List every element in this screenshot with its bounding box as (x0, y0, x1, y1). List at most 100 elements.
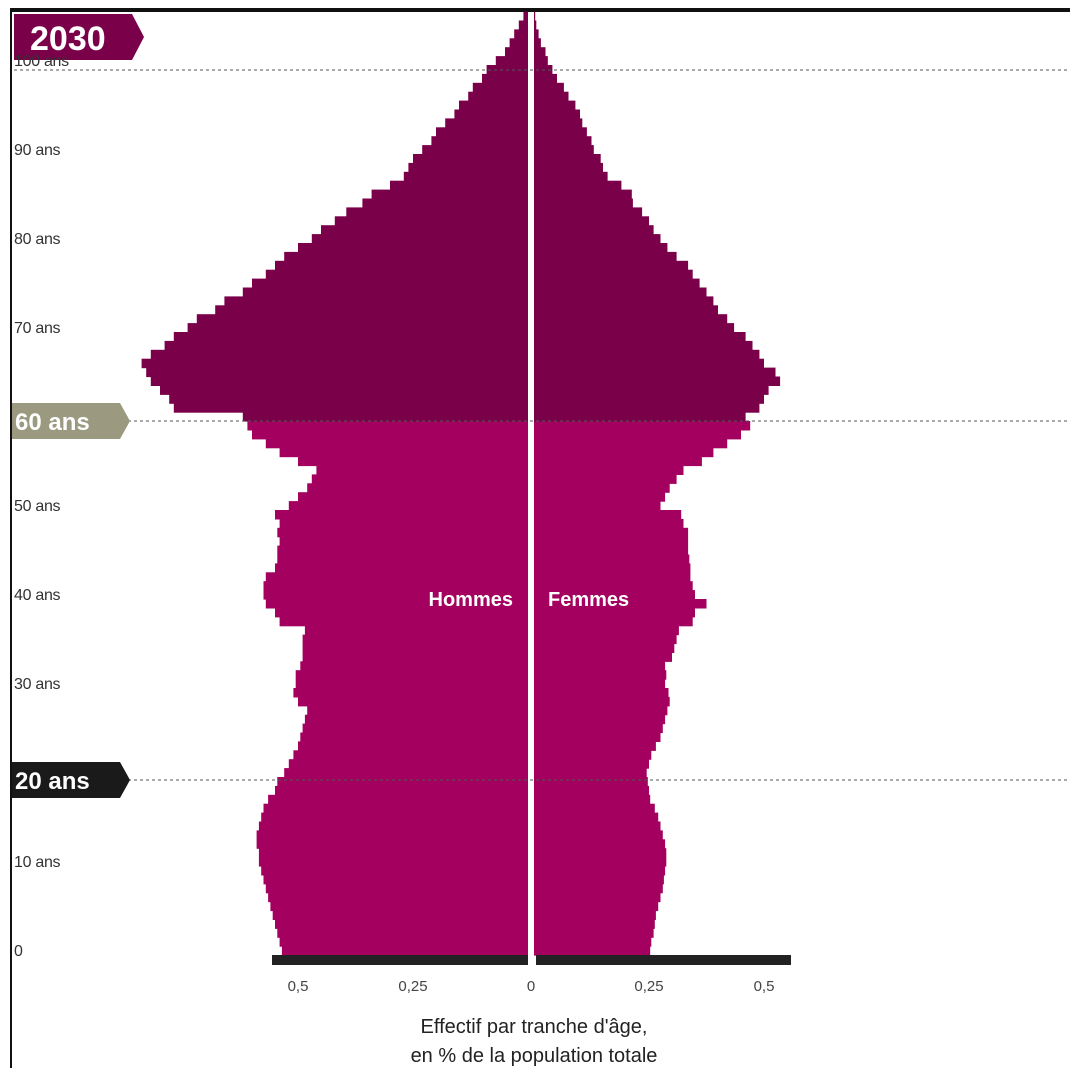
hommes-bar-age-46 (279, 536, 528, 547)
femmes-bar-age-79 (534, 243, 668, 253)
hommes-bar-age-1 (279, 937, 528, 947)
femmes-bar-age-13 (534, 830, 663, 840)
hommes-bar-age-66 (141, 358, 528, 369)
femmes-bar-age-29 (534, 688, 669, 698)
hommes-bar-age-85 (371, 189, 528, 200)
badge-60-ans: 60 ans (12, 403, 130, 439)
femmes-bar-age-97 (534, 82, 564, 93)
femmes-bar-age-46 (534, 536, 689, 547)
femmes-bar-age-20 (534, 768, 647, 778)
femmes-bar-age-10 (534, 857, 667, 867)
femmes-bar-age-22 (534, 750, 652, 760)
hommes-bar-age-16 (263, 803, 528, 814)
age-tick-30: 30 ans (14, 676, 61, 693)
femmes-bar-age-52 (534, 483, 670, 493)
hommes-bar-age-51 (298, 492, 528, 502)
femmes-bar-age-1 (534, 937, 652, 947)
hommes-bar-age-55 (298, 456, 528, 467)
hommes-bar-age-17 (268, 794, 528, 805)
femmes-bar-age-69 (534, 332, 746, 342)
hommes-bar-age-36 (304, 625, 528, 636)
hommes-bar-age-81 (321, 225, 528, 235)
hommes-bar-age-2 (277, 928, 528, 938)
hommes-bar-age-15 (261, 812, 528, 823)
femmes-bar-age-7 (534, 883, 663, 894)
x-tick-center-0: 0 (527, 978, 535, 995)
hommes-bar-age-14 (258, 821, 528, 831)
x-tick-women-0-25: 0,25 (634, 978, 663, 995)
hommes-bar-age-68 (164, 340, 528, 351)
hommes-bar-age-26 (304, 714, 528, 725)
hommes-bar-age-61 (173, 403, 529, 413)
femmes-bar-age-28 (534, 696, 670, 707)
femmes-bar-age-25 (534, 723, 663, 734)
hommes-bar-age-24 (300, 732, 528, 742)
age-tick-0: 0 (14, 943, 23, 960)
femmes-bar-age-68 (534, 340, 753, 351)
femmes-bar-age-31 (534, 670, 667, 680)
femmes-bar-age-83 (534, 207, 643, 217)
hommes-bar-age-78 (284, 251, 528, 262)
hommes-bar-age-49 (275, 510, 528, 520)
hommes-bar-age-67 (150, 349, 529, 360)
age-tick-70: 70 ans (14, 320, 61, 337)
femmes-bar-age-89 (534, 154, 601, 164)
hommes-label: Hommes (429, 589, 513, 611)
hommes-bar-age-82 (334, 216, 528, 226)
hommes-bar-age-73 (224, 296, 528, 306)
femmes-bar-age-24 (534, 732, 661, 742)
hommes-bar-age-35 (302, 634, 528, 645)
femmes-bar-age-38 (534, 607, 695, 618)
hommes-bar-age-28 (298, 696, 528, 707)
femmes-bar-age-6 (534, 892, 661, 903)
x-tick-women-0-5: 0,5 (754, 978, 775, 995)
hommes-bar-age-29 (293, 688, 528, 698)
femmes-bar-age-80 (534, 234, 661, 244)
femmes-bar-age-101 (534, 47, 546, 57)
hommes-bar-age-93 (445, 118, 528, 128)
femmes-bar-age-78 (534, 251, 677, 262)
femmes-bar-age-5 (534, 901, 659, 912)
hommes-bar-age-101 (505, 47, 528, 57)
femmes-bar-age-56 (534, 447, 714, 458)
hommes-bar-age-23 (298, 741, 528, 751)
hommes-bar-age-50 (288, 501, 528, 511)
hommes-bar-age-57 (265, 438, 528, 449)
femmes-bar-age-4 (534, 910, 656, 920)
hommes-bar-age-104 (518, 20, 528, 30)
hommes-bar-age-89 (413, 154, 528, 164)
hommes-bar-age-40 (263, 590, 528, 600)
hommes-bar-age-96 (468, 91, 528, 102)
femmes-bar-age-65 (534, 367, 776, 378)
femmes-bar-age-103 (534, 29, 539, 39)
women-axis-bar (536, 955, 791, 965)
femmes-bar-age-23 (534, 741, 656, 751)
femmes-bar-age-30 (534, 679, 666, 689)
femmes-bar-age-98 (534, 73, 557, 84)
hommes-bar-age-27 (307, 705, 528, 716)
x-axis-title-line1: Effectif par tranche d'âge, (421, 1016, 648, 1038)
hommes-bar-age-11 (258, 848, 528, 858)
hommes-bar-age-54 (316, 465, 528, 475)
hommes-bar-age-44 (277, 554, 528, 564)
femmes-bar-age-92 (534, 127, 587, 137)
hommes-bar-age-56 (279, 447, 528, 458)
hommes-bar-age-7 (265, 883, 528, 894)
hommes-bar-age-32 (300, 661, 528, 671)
femmes-bar-age-32 (534, 661, 666, 671)
hommes-bar-age-4 (272, 910, 528, 920)
hommes-bar-age-77 (275, 260, 528, 271)
hommes-bar-age-53 (311, 474, 528, 484)
femmes-bar-age-96 (534, 91, 569, 102)
hommes-bars (141, 11, 529, 956)
age-tick-100: 100 ans (14, 53, 69, 70)
femmes-bar-age-44 (534, 554, 690, 564)
hommes-bar-age-69 (173, 332, 529, 342)
femmes-bar-age-19 (534, 777, 648, 787)
femmes-bar-age-15 (534, 812, 659, 823)
hommes-bar-age-6 (268, 892, 528, 903)
femmes-bar-age-91 (534, 136, 592, 146)
x-axis-title-line2: en % de la population totale (411, 1045, 658, 1067)
femmes-bar-age-70 (534, 323, 735, 333)
